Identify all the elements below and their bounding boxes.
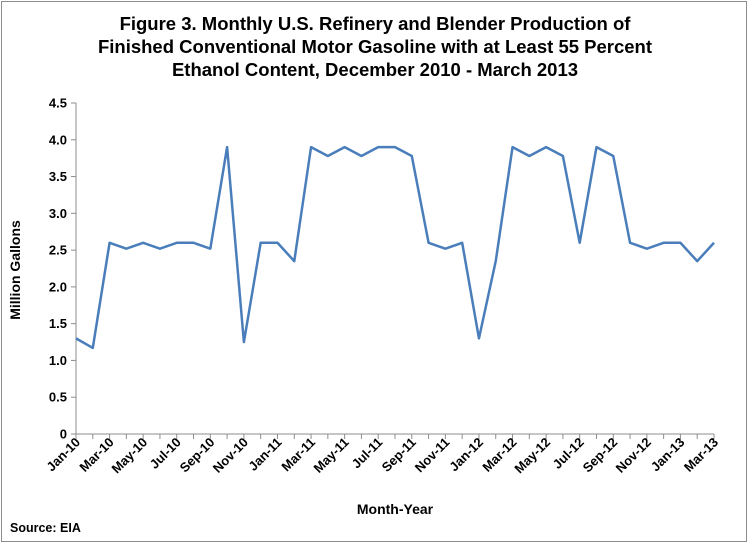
series-line (75, 145, 715, 350)
chart-title: Figure 3. Monthly U.S. Refinery and Blen… (0, 12, 750, 81)
y-tick-label: 0.5 (49, 390, 67, 405)
x-tick-label: Sep-12 (580, 435, 621, 476)
y-tick-label: 0 (60, 427, 67, 442)
source-note: Source: EIA (10, 521, 81, 535)
y-tick-label: 4.0 (49, 132, 67, 147)
x-tick-label: Jan-11 (245, 435, 284, 474)
y-tick-label: 2.5 (49, 243, 67, 258)
x-tick-label: Nov-11 (412, 435, 453, 476)
y-tick-label: 3.5 (49, 169, 67, 184)
x-tick-label: Mar-13 (681, 435, 721, 475)
series-group (75, 145, 715, 350)
y-tick-label: 1.0 (49, 353, 67, 368)
y-tick-label: 3.0 (49, 206, 67, 221)
chart-title-line-2: Finished Conventional Motor Gasoline wit… (97, 36, 653, 57)
x-tick-label: May-12 (511, 435, 553, 477)
y-tick-label: 1.5 (49, 316, 67, 331)
y-tick-label: 2.0 (49, 279, 67, 294)
x-tick-label: Sep-11 (379, 435, 419, 475)
chart-title-line-1: Figure 3. Monthly U.S. Refinery and Blen… (119, 13, 631, 34)
x-tick-label: Sep-10 (177, 435, 218, 476)
x-tick-label: Nov-12 (613, 435, 654, 476)
x-tick-label: Jan-12 (446, 435, 486, 475)
chart-title-line-3: Ethanol Content, December 2010 - March 2… (171, 59, 579, 80)
y-axis: 0 0.5 1.0 1.5 2.0 2.5 3.0 3.5 4.0 4.5 (49, 96, 77, 442)
x-tick-label: Jan-13 (648, 435, 688, 475)
x-axis-title: Month-Year (357, 501, 434, 517)
x-tick-label: May-11 (310, 435, 351, 476)
y-tick-label: 4.5 (49, 96, 67, 111)
x-tick-label: Nov-10 (210, 435, 251, 476)
x-tick-label: May-10 (109, 435, 151, 477)
x-axis: Jan-10Mar-10May-10Jul-10Sep-10Nov-10Jan-… (43, 433, 721, 477)
y-axis-title: Million Gallons (7, 220, 23, 320)
